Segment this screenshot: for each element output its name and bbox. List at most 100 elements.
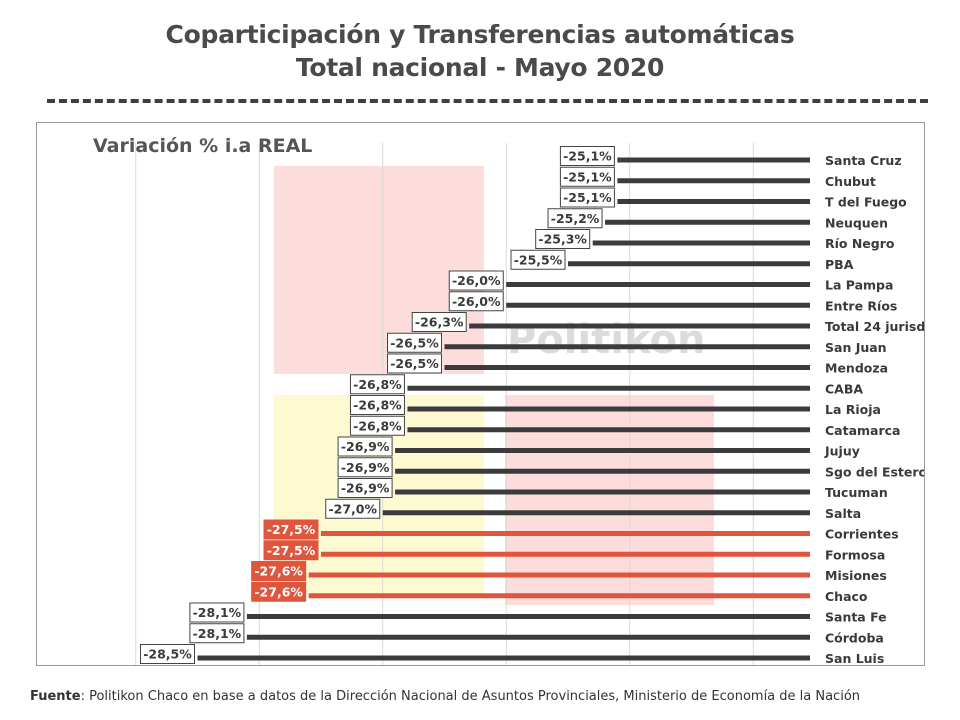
chart-title-line-2: Total nacional - Mayo 2020	[295, 53, 665, 82]
bar	[592, 240, 810, 246]
category-label: Santa Fe	[825, 610, 887, 625]
bar	[617, 157, 810, 163]
value-label-box	[349, 395, 405, 415]
chart-subtitle: Variación % i.a REAL	[93, 135, 313, 157]
data-label: -26,0%	[452, 294, 501, 309]
category-label: Mendoza	[825, 361, 888, 376]
bar	[617, 199, 810, 204]
value-label-box	[547, 208, 603, 229]
value-label-box	[251, 561, 307, 581]
value-label-box	[387, 332, 442, 353]
bar	[382, 510, 810, 516]
value-label-box	[189, 602, 245, 623]
value-label-box	[263, 540, 319, 561]
bar	[395, 489, 810, 495]
value-label-box	[448, 270, 504, 291]
data-label: -27,6%	[254, 584, 303, 599]
chart-area: Politikon Santa Cruz -25,1% Chubut -25,1% T d…	[36, 122, 925, 666]
data-label: -27,5%	[267, 522, 316, 537]
category-label: La Rioja	[825, 402, 881, 417]
category-label: Río Negro	[825, 236, 895, 251]
data-label: -26,9%	[341, 439, 390, 454]
category-label: Sgo del Estero	[825, 464, 925, 479]
value-label-box	[140, 644, 195, 664]
data-label: -26,8%	[353, 398, 402, 413]
bar	[407, 385, 810, 391]
category-label: T del Fuego	[825, 195, 907, 210]
data-label: -26,8%	[353, 377, 402, 392]
source-note: Fuente: Politikon Chaco en base a datos …	[30, 689, 860, 704]
category-label: Total 24 jurisd	[825, 319, 925, 334]
value-label-box	[337, 436, 393, 457]
value-label-box	[411, 312, 467, 332]
bar	[617, 178, 810, 184]
bar	[246, 614, 810, 619]
value-label-box	[337, 478, 393, 498]
title-divider	[47, 99, 928, 103]
data-label: -25,1%	[563, 169, 612, 184]
data-label: -28,5%	[143, 647, 192, 662]
category-label: Chubut	[825, 174, 876, 189]
category-label: Chaco	[825, 589, 868, 604]
value-label-box	[349, 374, 405, 395]
bar	[407, 406, 810, 412]
category-label: Misiones	[825, 568, 887, 583]
value-label-box	[387, 353, 442, 374]
category-label: Tucuman	[825, 485, 888, 500]
value-label-box	[559, 146, 615, 166]
data-label: -27,0%	[328, 501, 377, 516]
data-label: -26,0%	[452, 273, 501, 288]
data-label: -28,1%	[193, 626, 242, 641]
bar	[321, 551, 810, 557]
bar	[321, 531, 810, 536]
bar	[197, 655, 810, 661]
data-label: -26,5%	[390, 356, 439, 371]
bar	[444, 365, 810, 370]
bar	[308, 572, 810, 578]
bar	[506, 282, 810, 287]
bar	[407, 427, 810, 433]
data-label: -25,1%	[563, 149, 612, 164]
category-label: Entre Ríos	[825, 298, 897, 313]
bar	[605, 219, 810, 225]
category-label: La Pampa	[825, 278, 893, 293]
bar	[444, 344, 810, 350]
data-label: -25,3%	[538, 232, 587, 247]
source-text: : Politikon Chaco en base a datos de la …	[80, 689, 861, 704]
bar	[568, 261, 810, 267]
data-label: -28,1%	[193, 605, 242, 620]
category-label: San Luis	[825, 651, 884, 666]
category-label: Santa Cruz	[825, 153, 902, 168]
value-label-box	[448, 291, 504, 312]
source-label: Fuente	[30, 689, 81, 704]
category-label: Jujuy	[824, 444, 860, 459]
value-label-box	[189, 623, 245, 644]
data-label: -27,6%	[254, 564, 303, 579]
bar	[308, 593, 810, 599]
bar	[395, 468, 810, 474]
bar	[395, 448, 810, 453]
data-label: -26,5%	[390, 335, 439, 350]
category-label: CABA	[825, 381, 863, 396]
value-label-box	[535, 229, 591, 249]
category-label: PBA	[825, 257, 854, 272]
value-label-box	[263, 519, 319, 540]
data-label: -26,9%	[341, 460, 390, 475]
data-label: -26,9%	[341, 481, 390, 496]
value-label-box	[559, 187, 615, 208]
bar	[246, 634, 810, 640]
value-label-box	[349, 415, 405, 436]
category-label: Catamarca	[825, 423, 901, 438]
data-label: -26,8%	[353, 418, 402, 433]
data-label: -27,5%	[267, 543, 316, 558]
chart-title-line-1: Coparticipación y Transferencias automát…	[165, 20, 795, 49]
value-label-box	[337, 457, 393, 478]
category-label: Formosa	[825, 547, 885, 562]
value-label-box	[510, 249, 566, 270]
value-label-box	[251, 581, 307, 602]
highlight-band-top	[274, 166, 484, 374]
data-label: -25,5%	[514, 252, 563, 267]
data-label: -26,3%	[415, 315, 464, 330]
value-label-box	[325, 498, 381, 519]
